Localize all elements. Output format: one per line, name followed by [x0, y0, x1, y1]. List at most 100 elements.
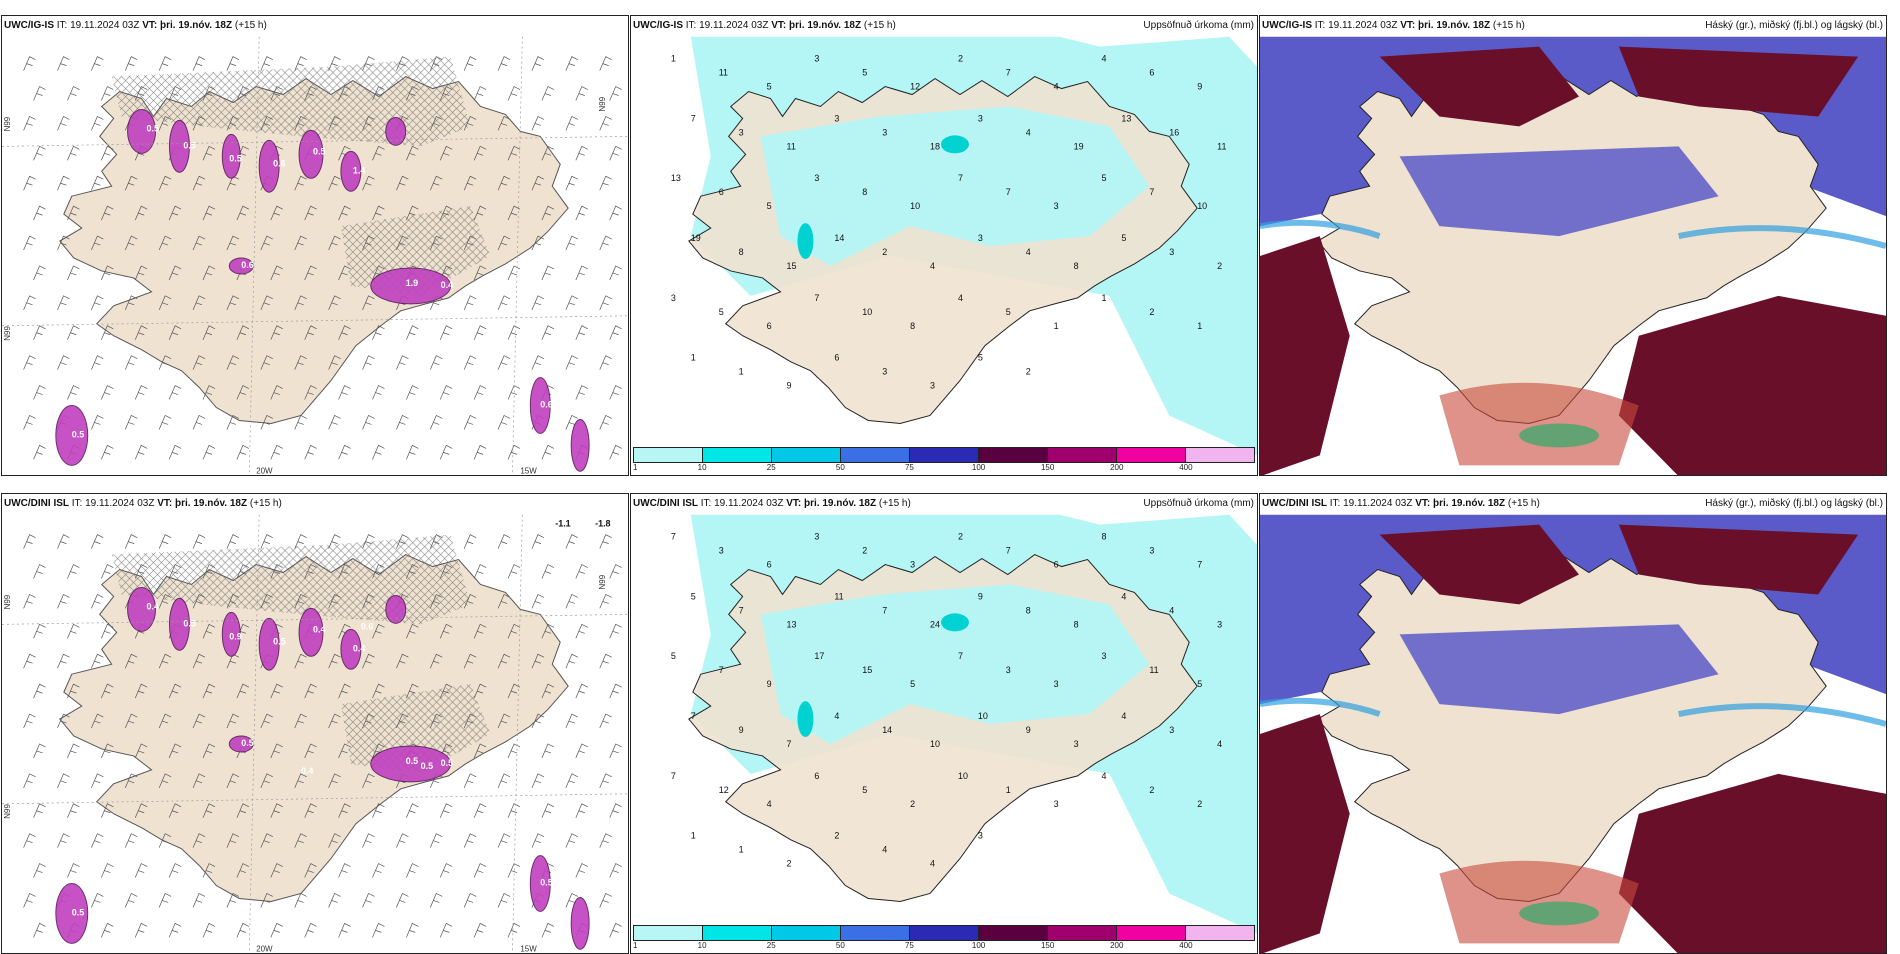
legend-label: 50: [835, 463, 845, 472]
wind-barb: [158, 653, 172, 669]
wind-barb: [473, 863, 487, 878]
wind-barb: [270, 863, 283, 878]
precip-value-label: 11: [1217, 141, 1226, 151]
precip-value-label: 5: [767, 82, 772, 92]
precip-value-label: 7: [719, 665, 724, 675]
wind-barb: [101, 145, 114, 161]
wind-barb: [372, 683, 385, 699]
icing-value-label: 0.5: [273, 636, 285, 646]
wind-barb: [226, 713, 240, 729]
wind-barb: [463, 175, 477, 191]
icing-area: [55, 883, 89, 944]
wind-barb: [158, 115, 172, 131]
model-name: UWC/DINI ISL: [4, 498, 69, 509]
wind-barb: [439, 803, 453, 818]
legend-label: 100: [971, 941, 986, 950]
wind-barb: [429, 593, 443, 609]
wind-barb: [328, 534, 341, 549]
wind-barb: [67, 743, 80, 759]
precip-value-label: 10: [910, 201, 920, 211]
wind-barb: [429, 355, 443, 370]
lead-time: (+15 h): [234, 20, 267, 31]
precip-value-label: 5: [862, 785, 867, 795]
wind-barb: [362, 713, 375, 729]
wind-barb: [294, 773, 307, 788]
precip-value-label: 6: [719, 187, 724, 197]
precip-value-label: 10: [930, 739, 940, 749]
icing-area: [385, 116, 407, 146]
precip-value-label: 6: [1149, 68, 1154, 78]
wind-barb: [473, 623, 487, 639]
wind-barb: [541, 683, 555, 699]
wind-barb: [406, 145, 419, 161]
axis-label: 20W: [256, 466, 273, 475]
wind-barb: [463, 893, 477, 908]
icing-value-label: 0.5: [147, 123, 159, 133]
wind-barb: [236, 444, 250, 460]
wind-barb: [294, 175, 307, 191]
precip-value-label: 1: [691, 831, 696, 841]
init-time: 19.11.2024 03Z: [70, 20, 140, 31]
precip-value-label: 2: [958, 54, 963, 64]
wind-barb: [599, 355, 612, 370]
model-name: UWC/IG-IS: [4, 20, 54, 31]
high-cloud-area: [1379, 46, 1579, 127]
mid-cloud-area: [1399, 146, 1719, 237]
precip-value-label: 3: [1169, 725, 1174, 735]
wind-barb: [396, 56, 409, 71]
axis-label: 15W: [520, 466, 537, 475]
wind-barb: [57, 833, 70, 848]
wind-barb: [23, 115, 36, 131]
wind-barb: [372, 385, 385, 400]
wind-barb: [236, 385, 250, 400]
precip-value-label: 1: [1101, 293, 1106, 303]
precip-value-label: 5: [1197, 679, 1202, 689]
wind-barb: [599, 534, 612, 549]
legend-color-bar: [633, 447, 1255, 463]
wind-barb: [67, 325, 80, 340]
wind-barb: [304, 265, 317, 281]
wind-barb: [565, 355, 578, 370]
wind-barb: [473, 444, 487, 460]
wind-barb: [541, 623, 555, 639]
wind-barb: [202, 265, 216, 281]
wind-barb: [599, 175, 612, 191]
wind-barb: [328, 893, 341, 908]
axis-label: N99: [3, 594, 12, 609]
wind-barb: [328, 415, 341, 430]
wind-barb: [168, 922, 182, 938]
wind-barb: [158, 415, 172, 430]
wind-barb: [575, 325, 588, 340]
wind-barb: [226, 534, 240, 549]
legend-label: 1: [633, 463, 638, 472]
wind-barb: [362, 833, 375, 848]
wind-barb: [429, 653, 443, 669]
wind-barb: [33, 743, 46, 759]
high-cloud-area: [1618, 524, 1859, 595]
valid-time: þri. 19.nóv. 18Z: [1433, 498, 1506, 509]
wind-barb: [226, 833, 240, 848]
precip-value-label: 3: [1101, 651, 1106, 661]
wind-barb: [101, 743, 114, 759]
wind-barb: [101, 803, 114, 818]
precip-legend: 1 10 25 50 75 100 150 200 400: [633, 925, 1255, 951]
precip-value-label: 2: [834, 831, 839, 841]
wind-barb: [294, 235, 307, 251]
precip-value-label: 5: [1006, 307, 1011, 317]
wind-barb: [507, 922, 521, 938]
wind-barb: [67, 683, 80, 699]
precip-value-label: 17: [814, 651, 824, 661]
precip-value-label: 2: [1217, 261, 1222, 271]
wind-barb: [226, 115, 240, 131]
precip-value-label: 6: [767, 560, 772, 570]
low-cloud-core: [1519, 423, 1599, 448]
wind-barb: [134, 863, 148, 878]
wind-barb: [531, 773, 545, 788]
legend-swatch: [703, 926, 772, 940]
wind-barb: [101, 86, 114, 101]
precip-value-label: 1: [671, 54, 676, 64]
wind-barb: [158, 235, 172, 251]
wind-barb: [304, 743, 317, 759]
wind-barb: [338, 683, 351, 699]
icing-area: [168, 119, 190, 173]
